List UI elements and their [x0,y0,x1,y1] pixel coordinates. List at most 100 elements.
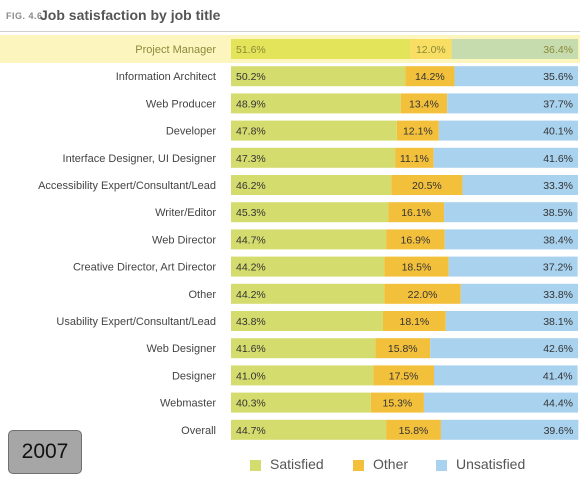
bar-other-web-designer [375,338,431,359]
bar-satisfied-developer [231,120,397,141]
bar-satisfied-interface-designer-ui-designer [231,147,396,168]
value-label-other-accessibility-expert-consultant-lead: 20.5% [412,180,442,192]
title-divider [0,31,580,32]
value-label-satisfied-web-producer: 48.9% [236,98,266,110]
value-label-other-project-manager: 12.0% [416,44,446,56]
bar-satisfied-usability-expert-consultant-lead [231,311,383,331]
bar-satisfied-web-director [231,229,387,250]
bar-unsatisfied-developer [438,120,578,141]
bar-satisfied-web-producer [231,93,401,114]
value-label-unsatisfied-writer-editor: 38.5% [543,207,573,219]
bar-satisfied-project-manager [231,39,411,59]
value-label-satisfied-information-architect: 50.2% [236,71,266,83]
bar-unsatisfied-writer-editor [444,202,578,223]
value-label-satisfied-interface-designer-ui-designer: 47.3% [236,153,266,165]
value-label-other-overall: 15.8% [399,425,429,437]
legend-label-other: Other [373,456,409,472]
category-label-project-manager: Project Manager [135,44,216,56]
bar-other-designer [373,365,434,386]
bar-satisfied-webmaster [231,392,371,413]
bar-other-developer [396,120,439,141]
value-label-satisfied-webmaster: 40.3% [236,398,266,410]
value-label-unsatisfied-designer: 41.4% [543,370,573,382]
value-label-unsatisfied-web-director: 38.4% [543,234,573,246]
bar-other-writer-editor [388,202,445,223]
bar-satisfied-web-designer [231,338,376,359]
bar-unsatisfied-web-producer [447,93,578,114]
category-label-web-designer: Web Designer [147,343,217,355]
chart-legend: Satisfied Other Unsatisfied [250,455,570,475]
category-label-accessibility-expert-consultant-lead: Accessibility Expert/Consultant/Lead [38,180,216,192]
value-label-unsatisfied-information-architect: 35.6% [543,71,573,83]
category-label-web-producer: Web Producer [146,98,216,110]
bar-other-interface-designer-ui-designer [395,147,434,168]
bar-unsatisfied-accessibility-expert-consultant-lead [462,175,578,195]
value-label-unsatisfied-web-producer: 37.7% [543,98,573,110]
value-label-other-writer-editor: 16.1% [401,207,431,219]
value-label-other-developer: 12.1% [403,126,433,138]
value-label-other-other: 22.0% [408,289,438,301]
category-label-writer-editor: Writer/Editor [155,207,216,219]
chart-title: Job satisfaction by job title [40,7,221,23]
bar-satisfied-other [231,283,385,304]
value-label-unsatisfied-developer: 40.1% [543,126,573,138]
bar-unsatisfied-web-director [444,229,578,250]
value-label-satisfied-web-director: 44.7% [236,234,266,246]
bar-other-creative-director-art-director [384,256,449,277]
bar-unsatisfied-other [460,283,578,304]
value-label-satisfied-accessibility-expert-consultant-lead: 46.2% [236,180,266,192]
category-label-developer: Developer [166,126,216,138]
value-label-other-web-director: 16.9% [401,234,431,246]
value-label-other-webmaster: 15.3% [382,398,412,410]
value-label-unsatisfied-creative-director-art-director: 37.2% [543,262,573,274]
value-label-satisfied-designer: 41.0% [236,370,266,382]
value-label-satisfied-project-manager: 51.6% [236,44,266,56]
bar-other-accessibility-expert-consultant-lead [391,175,463,195]
bar-satisfied-overall [231,419,387,440]
bar-other-other [384,283,461,304]
bar-unsatisfied-information-architect [454,66,578,87]
value-label-other-information-architect: 14.2% [415,71,445,83]
bar-satisfied-creative-director-art-director [231,256,385,277]
category-label-designer: Designer [172,370,216,382]
value-label-other-web-designer: 15.8% [388,343,418,355]
category-label-information-architect: Information Architect [116,71,216,83]
legend-label-unsatisfied: Unsatisfied [456,456,526,472]
bar-satisfied-writer-editor [231,202,389,223]
bar-unsatisfied-web-designer [430,338,578,359]
category-label-other: Other [188,289,216,301]
value-label-unsatisfied-project-manager: 36.4% [543,44,573,56]
category-label-webmaster: Webmaster [160,398,216,410]
value-label-other-designer: 17.5% [389,370,419,382]
bar-other-usability-expert-consultant-lead [382,311,446,331]
legend-label-satisfied: Satisfied [270,456,324,472]
bar-unsatisfied-webmaster [423,392,578,413]
category-label-overall: Overall [181,425,216,437]
value-label-satisfied-other: 44.2% [236,289,266,301]
value-label-other-usability-expert-consultant-lead: 18.1% [399,316,429,328]
category-label-web-director: Web Director [152,234,216,246]
value-label-satisfied-developer: 47.8% [236,126,266,138]
value-label-unsatisfied-interface-designer-ui-designer: 41.6% [543,153,573,165]
value-label-satisfied-creative-director-art-director: 44.2% [236,262,266,274]
value-label-other-interface-designer-ui-designer: 11.1% [400,153,429,165]
bar-unsatisfied-creative-director-art-director [448,256,578,277]
bar-other-webmaster [370,392,424,413]
value-label-satisfied-writer-editor: 45.3% [236,207,266,219]
bar-unsatisfied-usability-expert-consultant-lead [445,311,578,331]
bar-unsatisfied-project-manager [451,39,578,59]
value-label-other-creative-director-art-director: 18.5% [402,262,432,274]
value-label-unsatisfied-overall: 39.6% [544,425,574,437]
bar-unsatisfied-interface-designer-ui-designer [433,147,578,168]
bar-other-project-manager [410,39,452,59]
value-label-satisfied-web-designer: 41.6% [236,343,266,355]
value-label-satisfied-usability-expert-consultant-lead: 43.8% [236,316,266,328]
year-badge: 2007 [8,430,82,474]
category-label-usability-expert-consultant-lead: Usability Expert/Consultant/Lead [56,316,216,328]
legend-swatch-unsatisfied [436,460,447,471]
value-label-unsatisfied-usability-expert-consultant-lead: 38.1% [543,316,573,328]
stacked-bar-chart: Project Manager 51.6% 12.0% 36.4% Informatio… [0,35,580,440]
bar-other-overall [386,419,441,440]
value-label-unsatisfied-other: 33.8% [543,289,573,301]
bar-satisfied-accessibility-expert-consultant-lead [231,175,392,195]
